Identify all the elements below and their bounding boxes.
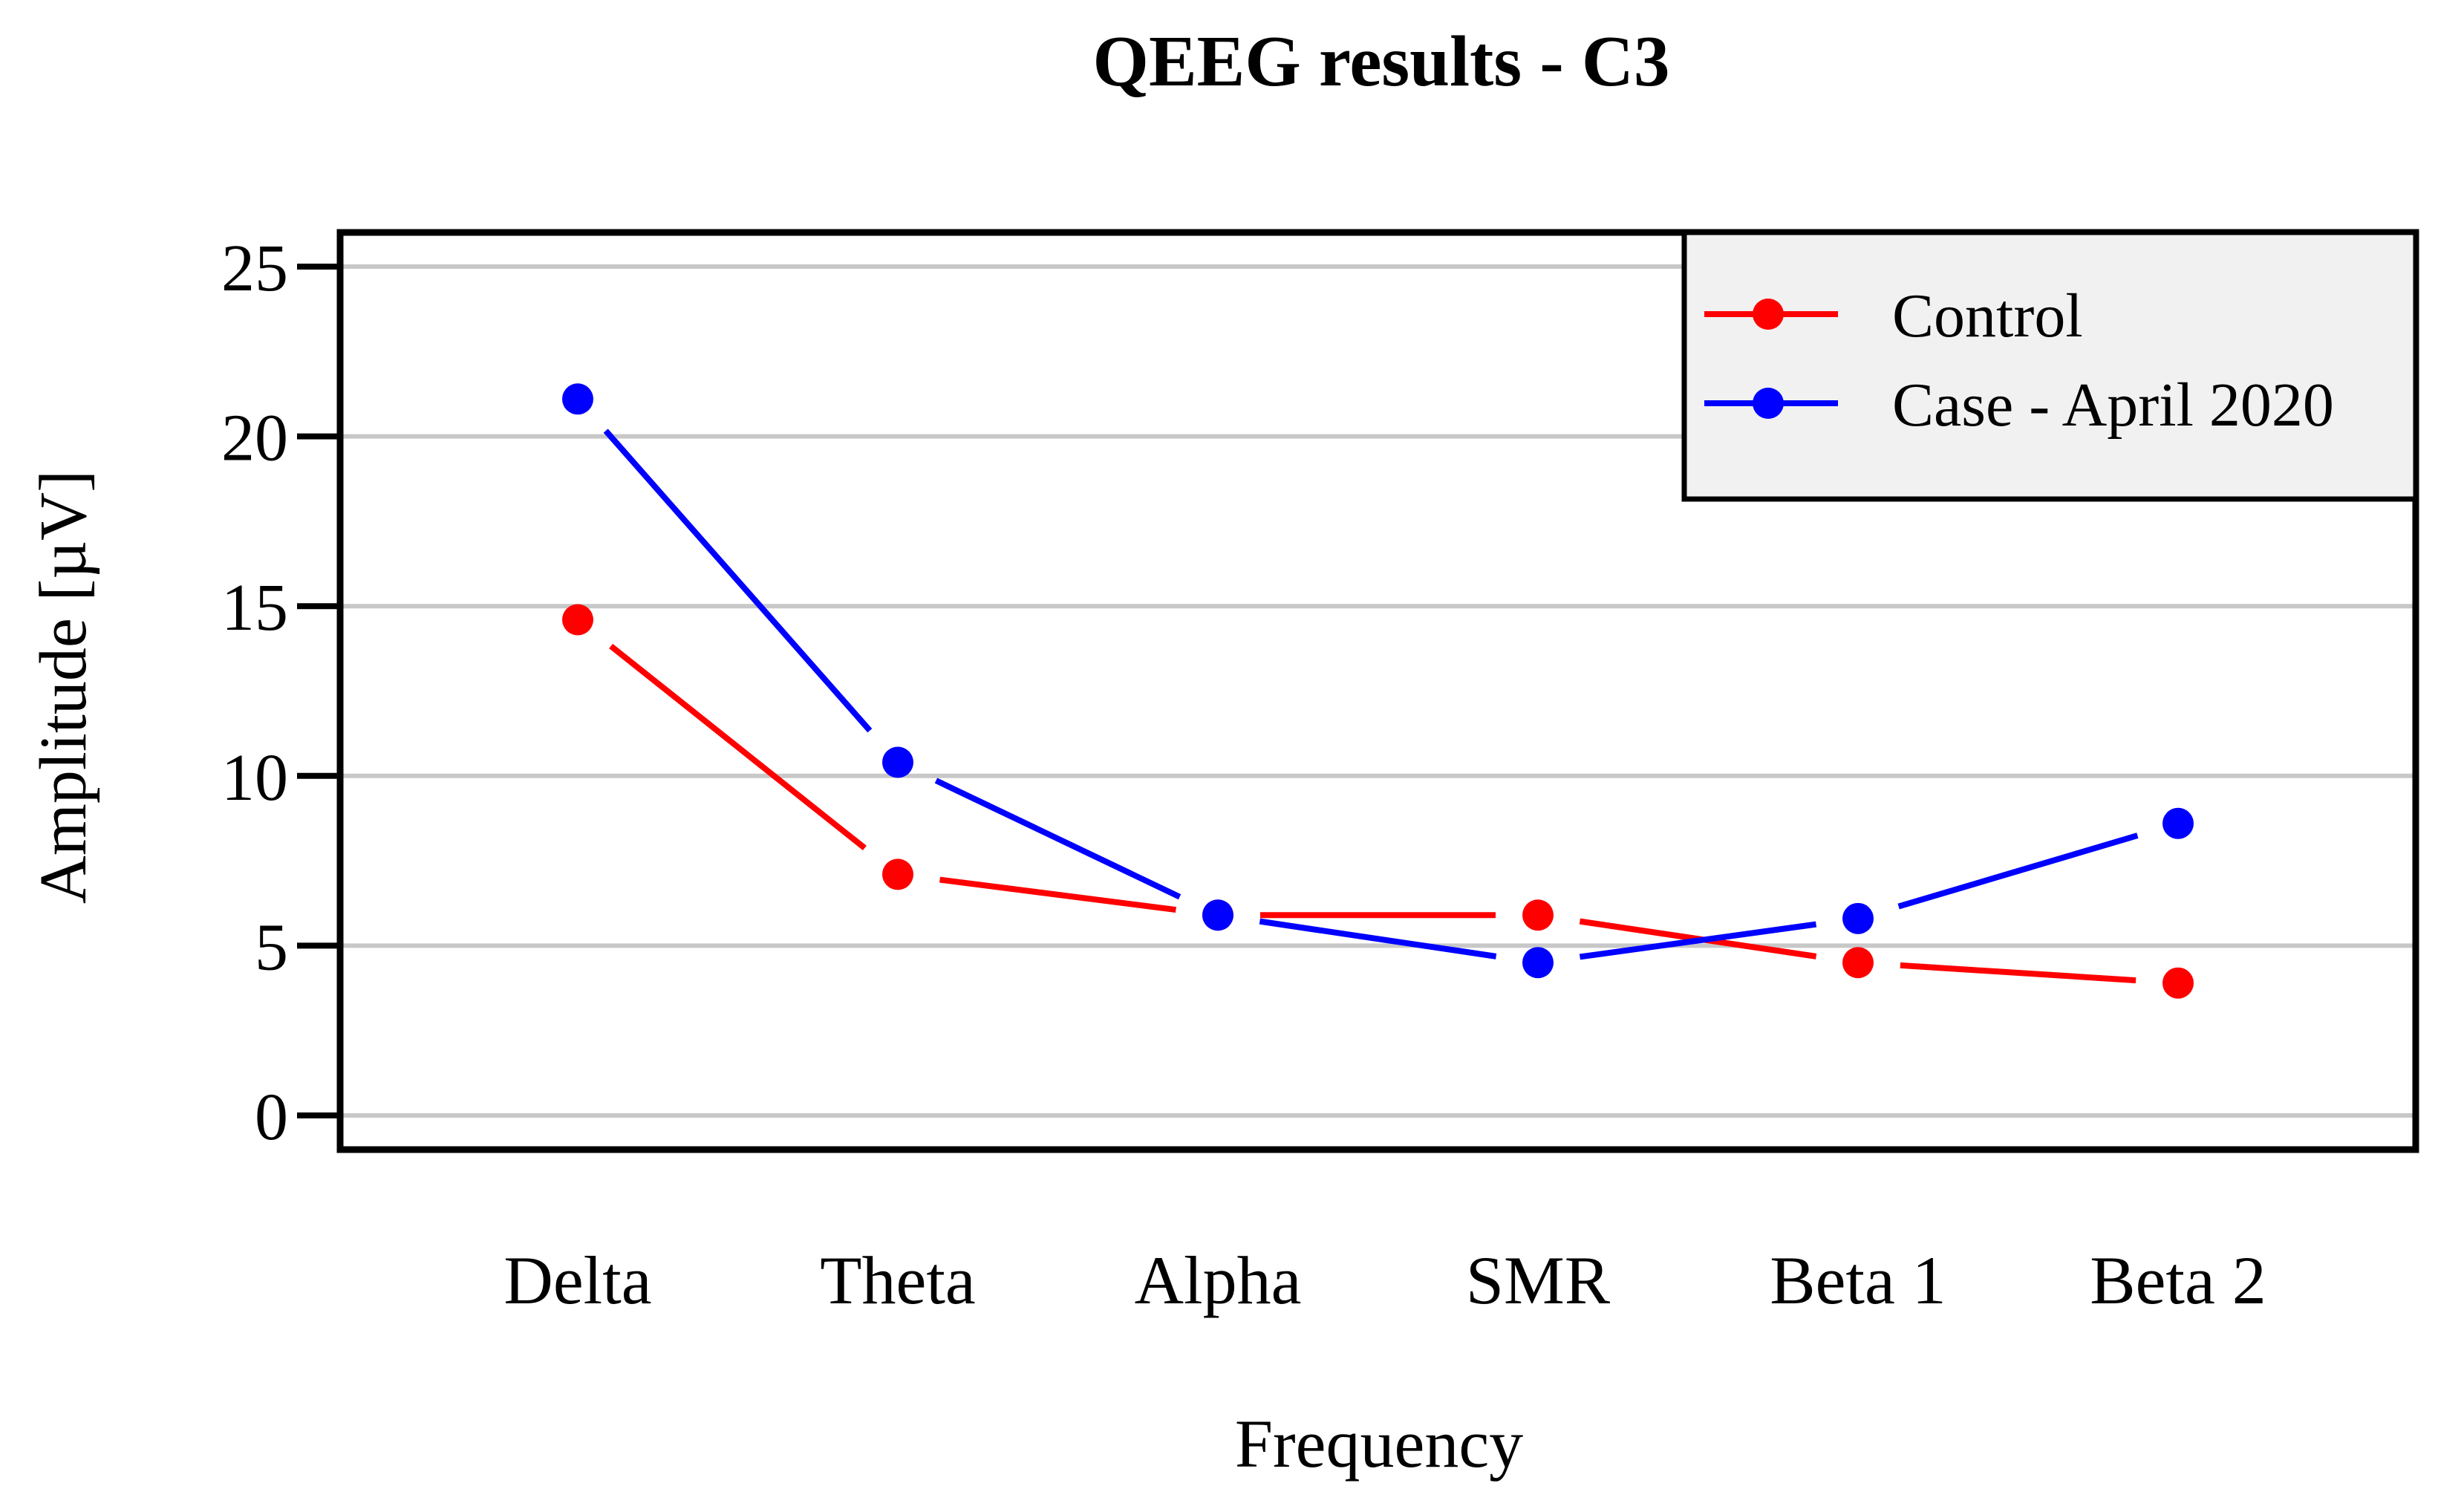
series-1-segment-2 — [1259, 918, 1497, 959]
legend: Control Case - April 2020 — [1681, 229, 2419, 502]
series-1-point-Beta 1 — [1842, 902, 1874, 934]
x-category-label-beta-1: Beta 1 — [1770, 1242, 1946, 1318]
series-1-segment-4 — [1897, 832, 2139, 910]
series-1-point-SMR — [1522, 947, 1554, 979]
series-0-point-Beta 1 — [1842, 947, 1874, 979]
chart-title: QEEG results - C3 — [1093, 22, 1670, 101]
x-category-label-beta-2: Beta 2 — [2090, 1242, 2266, 1318]
series-0-point-Theta — [882, 858, 913, 890]
x-axis-title: Frequency — [1235, 1406, 1523, 1482]
legend-label-case: Case - April 2020 — [1892, 371, 2334, 440]
gridlines-layer — [340, 264, 2416, 1118]
plot-border — [336, 229, 2419, 1153]
series-1-point-Beta 2 — [2162, 807, 2194, 839]
legend-marker-control-icon — [1753, 299, 1784, 330]
series-0-point-SMR — [1522, 899, 1554, 931]
y-tick-labels-layer: 0 5 10 15 20 25 — [221, 232, 288, 1154]
series-1-point-Theta — [882, 746, 913, 778]
series-0-segment-0 — [609, 643, 867, 851]
legend-marker-case-icon — [1753, 388, 1784, 419]
y-tick-label-10: 10 — [221, 741, 288, 815]
series-1-segment-0 — [603, 428, 873, 733]
y-axis-title: Amplitude [µV] — [27, 470, 100, 904]
x-category-label-alpha: Alpha — [1135, 1242, 1302, 1318]
y-tick-label-20: 20 — [221, 402, 288, 475]
data-series-layer — [562, 383, 2194, 999]
x-category-label-delta: Delta — [503, 1242, 651, 1318]
series-1-point-Delta — [562, 383, 593, 415]
x-category-label-smr: SMR — [1466, 1242, 1611, 1318]
y-tick-label-0: 0 — [255, 1081, 288, 1154]
series-0-segment-4 — [1900, 962, 2136, 984]
legend-label-control: Control — [1892, 281, 2083, 351]
series-1-segment-1 — [934, 778, 1181, 900]
series-0-point-Delta — [562, 604, 593, 636]
y-tick-label-5: 5 — [255, 910, 288, 984]
series-1-segment-3 — [1579, 921, 1817, 960]
y-ticks-layer — [297, 264, 343, 1118]
series-0-segment-1 — [939, 876, 1176, 913]
series-0-point-Beta 2 — [2162, 967, 2194, 999]
y-tick-label-25: 25 — [221, 232, 288, 305]
series-1-point-Alpha — [1202, 899, 1233, 931]
x-category-label-theta: Theta — [820, 1242, 975, 1318]
legend-box — [1681, 229, 2419, 502]
x-category-labels-layer: Delta Theta Alpha SMR Beta 1 Beta 2 — [503, 1242, 2266, 1318]
y-tick-label-15: 15 — [221, 571, 288, 645]
